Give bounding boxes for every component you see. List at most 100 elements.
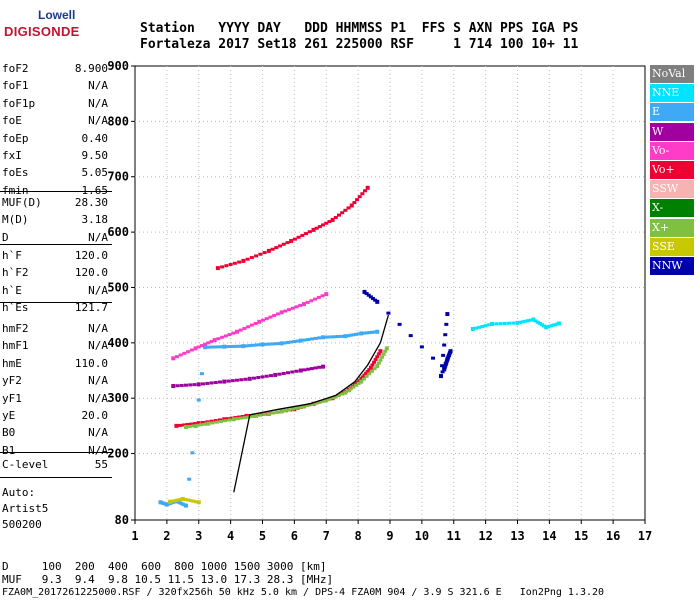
param-value: 120.0 (74, 249, 108, 262)
echo-point (229, 416, 234, 420)
y-tick-label: 80 (115, 513, 129, 527)
echo-point (223, 419, 228, 423)
echo-point (249, 323, 254, 327)
echo-point (311, 227, 316, 232)
echo-point (337, 393, 341, 397)
echo-point (305, 300, 310, 304)
x-tick-label: 3 (195, 529, 202, 543)
echo-point (330, 396, 335, 400)
echo-point (380, 355, 385, 359)
x-tick-label: 10 (415, 529, 429, 543)
echo-point (332, 335, 337, 339)
echo-point (443, 362, 448, 366)
echo-point (324, 221, 329, 225)
echo-point (184, 503, 188, 508)
scaled-trace-curve (233, 314, 390, 493)
echo-point (340, 211, 345, 215)
echo-point (386, 311, 391, 315)
echo-point (448, 349, 453, 354)
echo-point (273, 372, 278, 377)
echo-point (171, 384, 176, 389)
echo-point (206, 421, 211, 426)
param-row-yf1: yF1 N/A (2, 392, 108, 409)
param-name: D (2, 230, 9, 244)
echo-point (302, 338, 307, 342)
echo-point (287, 308, 292, 312)
legend-item-nne: NNE (650, 84, 694, 103)
echo-point (446, 353, 451, 357)
echo-point (324, 335, 329, 339)
echo-point (367, 331, 372, 335)
echo-point (368, 365, 373, 370)
echo-point (339, 334, 344, 338)
echo-point (537, 321, 542, 325)
param-name: yF1 (2, 391, 22, 405)
echo-point (174, 355, 179, 359)
param-row-h-f2: h`F2 120.0 (2, 266, 108, 283)
param-row-foes: foEs 5.05 (2, 166, 108, 183)
echo-point (364, 371, 369, 375)
param-row-muf-d-: MUF(D) 28.30 (2, 196, 108, 213)
echo-point (298, 368, 303, 373)
param-row-fxi: fxI 9.50 (2, 149, 108, 166)
x-tick-label: 14 (542, 529, 556, 543)
echo-point (362, 373, 367, 377)
echo-point (240, 414, 245, 418)
echo-point (184, 424, 188, 429)
echo-point (276, 342, 281, 346)
echo-point (502, 321, 507, 325)
echo-point (328, 335, 333, 339)
echo-point (222, 344, 227, 349)
echo-point (279, 310, 284, 315)
echo-point (313, 401, 318, 405)
echo-point (275, 410, 280, 414)
param-name: fxI (2, 149, 22, 162)
echo-point (477, 325, 482, 329)
x-tick-label: 2 (163, 529, 170, 543)
echo-point (327, 220, 332, 224)
param-value: N/A (88, 391, 108, 405)
echo-point (216, 337, 221, 341)
echo-point (209, 419, 214, 423)
echo-point (235, 417, 240, 421)
echo-point (313, 336, 318, 340)
echo-point (218, 380, 222, 384)
echo-point (245, 257, 250, 261)
echo-point (373, 357, 378, 361)
param-name: C-level (2, 458, 49, 471)
echo-point (324, 398, 329, 403)
echo-point (442, 366, 447, 370)
param-row-h-es: h`Es 121.7 (2, 301, 108, 318)
echo-point (257, 319, 262, 324)
echo-point (486, 323, 491, 327)
param-name: hmF2 (2, 322, 29, 335)
echo-point (198, 423, 203, 427)
logo-digisonde-text: DIGISONDE (4, 24, 80, 39)
echo-point (363, 189, 368, 193)
echo-point (261, 318, 266, 322)
param-name: B1 (2, 443, 16, 457)
echo-point (351, 385, 356, 389)
x-tick-label: 11 (447, 529, 461, 543)
echo-point (254, 413, 259, 418)
echo-point (174, 423, 179, 428)
echo-point (316, 400, 321, 404)
echo-point (256, 376, 261, 380)
echo-point (364, 292, 369, 296)
echo-point (360, 375, 365, 379)
echo-point (244, 344, 249, 348)
echo-point (196, 421, 201, 426)
echo-point (180, 496, 185, 501)
echo-point (195, 423, 200, 427)
echo-point (201, 420, 205, 424)
echo-point (287, 408, 292, 412)
echo-point (359, 331, 364, 336)
echo-point (354, 332, 358, 336)
echo-point (203, 345, 208, 350)
echo-point (550, 323, 555, 327)
echo-point (372, 330, 377, 334)
param-name: h`F2 (2, 266, 29, 280)
echo-point (359, 379, 364, 384)
echo-point (442, 343, 447, 347)
